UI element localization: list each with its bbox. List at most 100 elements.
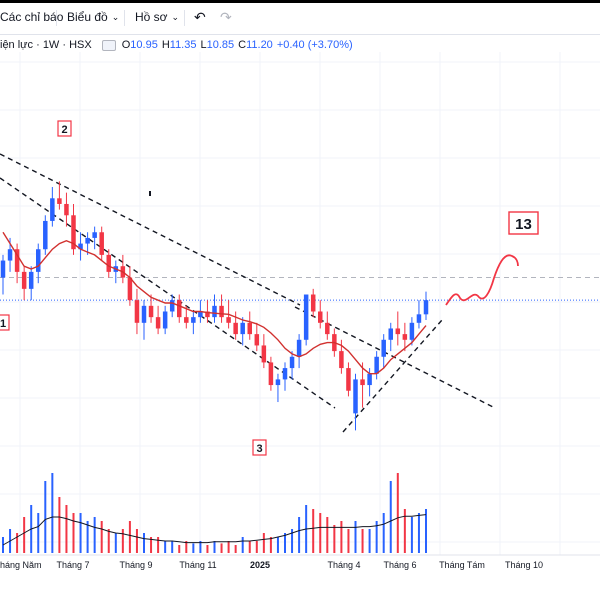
visibility-icon[interactable]: [101, 39, 116, 51]
time-axis: Tháng Năm Tháng 7 Tháng 9 Tháng 11 2025 Tháng…: [0, 560, 543, 570]
chart-toolbar: Các chỉ báo Biểu đồ ⌄ Hồ sơ ⌄ ↶ ↷: [0, 0, 600, 35]
symbol-name[interactable]: iện lực · 1W · HSX: [0, 39, 92, 51]
chart-type-button[interactable]: Biểu đồ ⌄: [67, 10, 119, 24]
candle-body: [155, 317, 161, 329]
volume-bar: [298, 517, 301, 553]
high-value: 11.35: [169, 39, 197, 51]
time-axis-label: Tháng 9: [119, 560, 152, 570]
chart-grid: [0, 52, 600, 555]
uptrend-line-support: [342, 319, 443, 433]
toolbar-divider: [184, 10, 185, 26]
candle-body: [212, 305, 217, 318]
volume-bar: [199, 541, 202, 553]
time-axis-label: Tháng 11: [179, 560, 216, 570]
candle-body: [254, 334, 260, 346]
time-axis-label: Tháng 10: [505, 560, 543, 570]
candle-body: [282, 368, 288, 380]
wave-13-label: 13: [515, 216, 532, 233]
candle-body: [226, 317, 231, 323]
volume-bar: [51, 473, 54, 553]
candle-body: [303, 294, 309, 340]
candle-body: [402, 334, 408, 340]
candle-body: [205, 311, 210, 318]
volume-bar: [255, 541, 258, 553]
volume-bar: [354, 521, 357, 553]
volume-bar: [417, 513, 420, 553]
candle-body: [141, 305, 147, 323]
volume-bar: [389, 481, 392, 553]
profile-button[interactable]: Hồ sơ ⌄: [135, 10, 179, 24]
volume-bar: [220, 543, 223, 553]
undo-icon[interactable]: ↶: [194, 9, 206, 25]
candle-body: [416, 314, 422, 323]
candle-body: [134, 300, 140, 323]
volume-bar: [241, 537, 244, 553]
volume-bar: [262, 533, 265, 553]
wave-2-box[interactable]: [57, 120, 72, 137]
candle-body: [14, 249, 20, 272]
candle-body: [99, 232, 104, 255]
time-axis-label: Tháng 6: [383, 560, 416, 570]
wave-13-box[interactable]: [508, 211, 539, 235]
volume-bar: [79, 513, 82, 553]
wave-1-box[interactable]: [0, 314, 10, 331]
candle-body: [247, 322, 252, 335]
time-axis-label: 2025: [250, 560, 270, 570]
candle-body: [191, 317, 196, 323]
candle-body: [50, 198, 55, 221]
candle-body: [289, 356, 295, 369]
candle-body: [71, 215, 76, 250]
chart-type-label: Biểu đồ: [67, 10, 108, 24]
moving-average-line: [2, 231, 427, 375]
volume-bar: [213, 541, 216, 553]
indicators-button[interactable]: Các chỉ báo: [0, 10, 63, 24]
projected-path: [445, 254, 519, 306]
volume-layer: [2, 473, 427, 553]
window-top-strip: [0, 0, 600, 3]
time-axis-label: Tháng Tám: [439, 560, 485, 570]
candle-body: [57, 198, 62, 204]
toolbar-divider: [124, 10, 125, 26]
volume-bar: [333, 525, 336, 553]
volume-bar: [135, 529, 138, 553]
volume-bar: [410, 517, 413, 553]
volume-bar: [185, 541, 188, 553]
volume-bar: [234, 545, 237, 553]
volume-bar: [121, 529, 124, 553]
candle-body: [92, 232, 97, 238]
candle-body: [367, 373, 372, 386]
candle-body: [7, 249, 13, 261]
candles-layer: [0, 181, 429, 431]
volume-bar: [150, 537, 153, 553]
low-value: 10.85: [206, 39, 235, 51]
candle-body: [261, 345, 267, 363]
volume-bar: [403, 509, 406, 553]
candle-body: [106, 254, 111, 272]
wave-3-box[interactable]: [252, 439, 267, 456]
candle-body: [374, 356, 379, 374]
candle-body: [360, 379, 365, 386]
open-label: O: [121, 39, 131, 51]
volume-bar: [16, 533, 19, 553]
volume-bar: [100, 521, 103, 553]
volume-bar: [248, 541, 251, 553]
candle-body: [177, 300, 182, 318]
downtrend-line-lower: [0, 177, 336, 409]
candle-body: [296, 339, 302, 357]
time-axis-label: Tháng Năm: [0, 560, 42, 570]
volume-bar: [291, 529, 294, 553]
candle-body: [162, 311, 168, 329]
volume-bar: [157, 537, 160, 553]
volume-bar: [164, 541, 167, 553]
candle-body: [28, 271, 34, 289]
indicators-label: Các chỉ báo: [0, 10, 64, 24]
close-value: 11.20: [246, 39, 273, 51]
wave-1-label: 1: [0, 318, 6, 330]
redo-icon[interactable]: ↷: [220, 9, 232, 25]
candle-body: [43, 220, 48, 250]
chevron-down-icon: ⌄: [111, 11, 120, 22]
candle-body: [388, 328, 393, 340]
volume-bar: [269, 537, 272, 553]
cursor-mark: [149, 191, 151, 196]
